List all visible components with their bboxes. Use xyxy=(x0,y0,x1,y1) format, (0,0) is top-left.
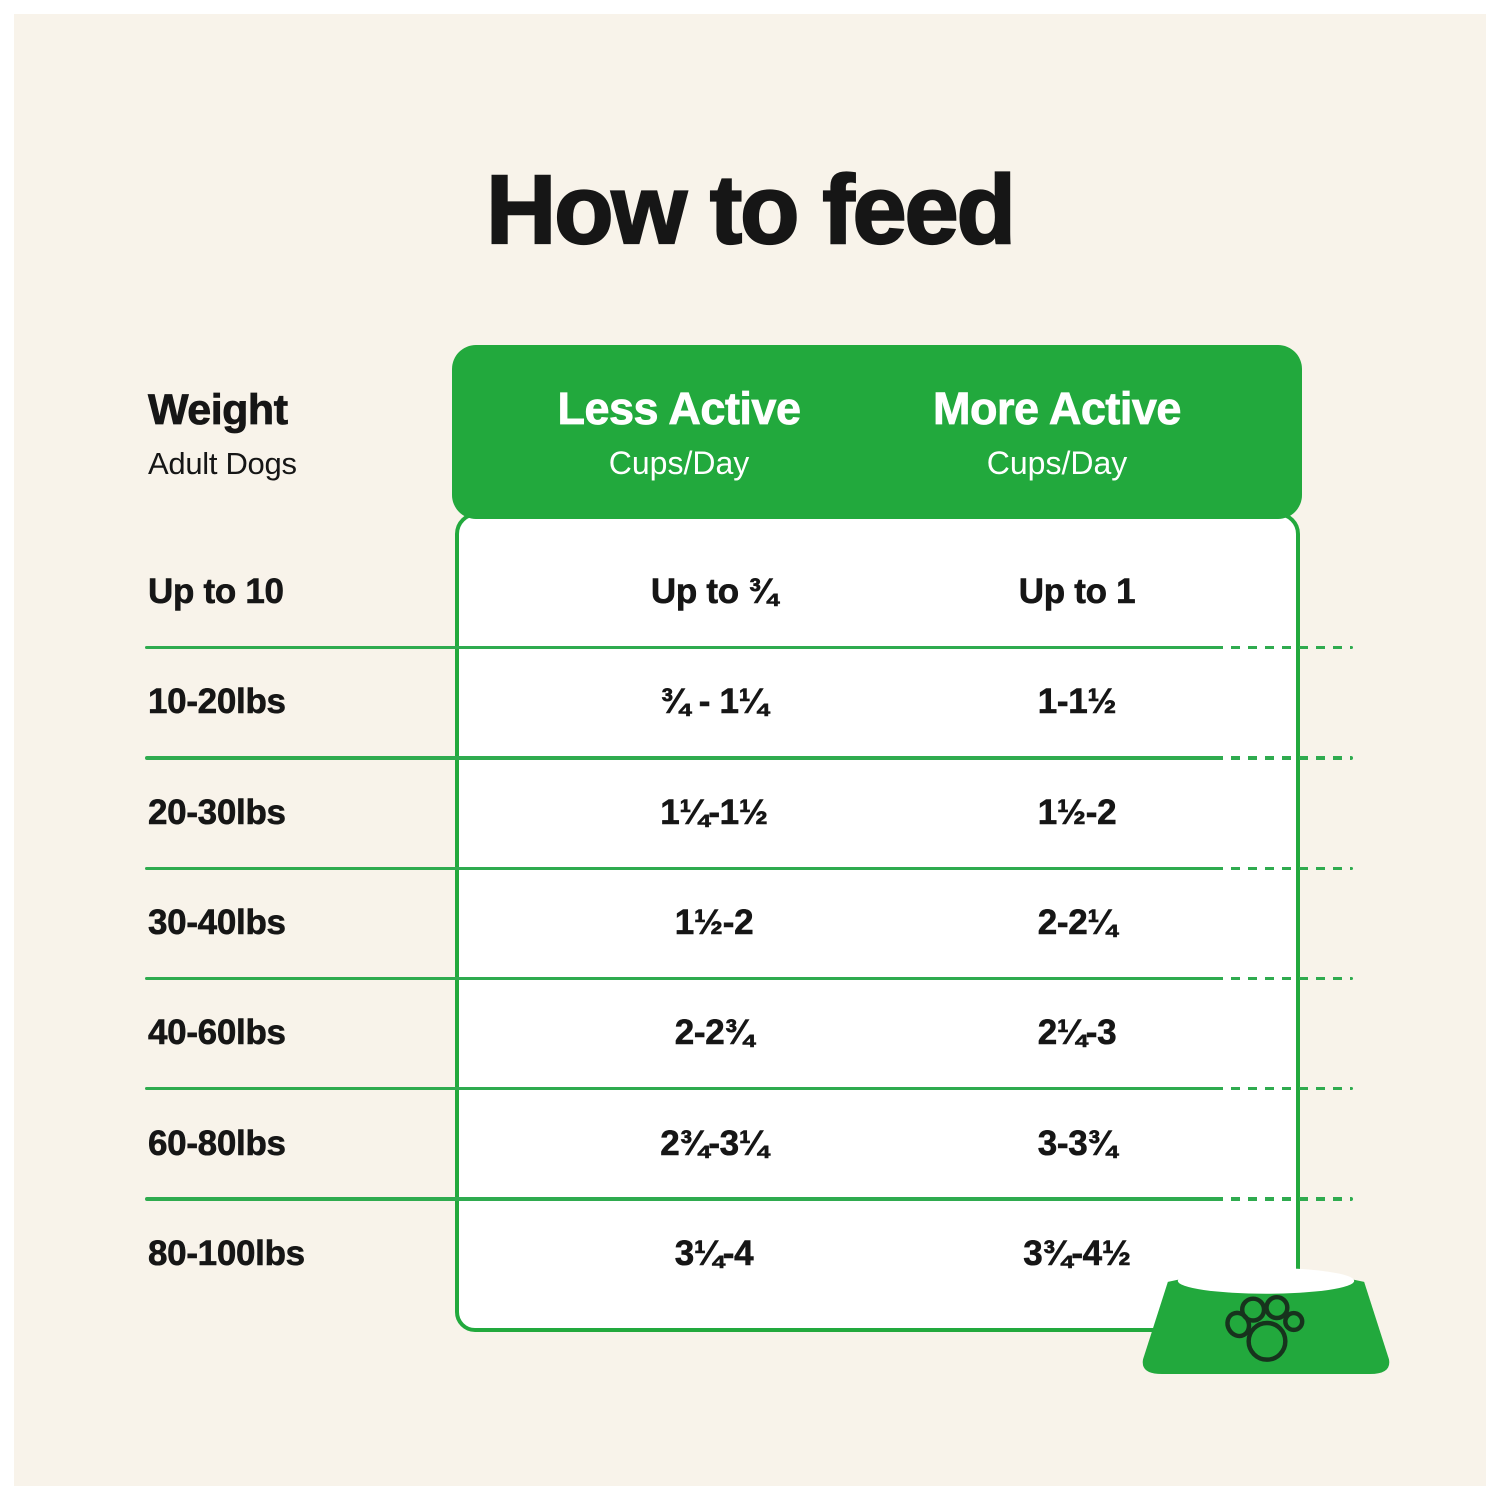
column-header-more-active: More Active Cups/Day xyxy=(906,345,1208,519)
row-divider-line xyxy=(145,1197,1353,1201)
row-divider-line xyxy=(145,1087,1353,1091)
table-row: 40-60lbs 2-2¾ 2¼-3 xyxy=(145,978,1355,1091)
paw-print-icon xyxy=(1225,1294,1305,1362)
less-active-value: ¾ - 1¼ xyxy=(660,682,768,722)
row-divider-line xyxy=(145,976,1353,981)
row-divider-line xyxy=(145,645,1353,650)
less-active-value: 2-2¾ xyxy=(674,1013,754,1053)
table-row: 80-100lbs 3¼-4 3¾-4½ xyxy=(145,1199,1355,1309)
less-active-sublabel: Cups/Day xyxy=(608,444,750,481)
table-row: 60-80lbs 2¾-3¼ 3-3¾ xyxy=(145,1088,1355,1201)
dog-bowl-icon xyxy=(1142,1267,1390,1375)
table-row: 10-20lbs ¾ - 1¼ 1-1½ xyxy=(145,647,1355,760)
weight-range: Up to 10 xyxy=(148,572,285,612)
table-header-banner: Less Active Cups/Day More Active Cups/Da… xyxy=(452,345,1302,519)
table-row: 30-40lbs 1½-2 2-2¼ xyxy=(145,868,1355,981)
less-active-value: 2¾-3¼ xyxy=(660,1123,768,1163)
weight-column-header: Weight Adult Dogs xyxy=(148,386,297,482)
more-active-value: 1-1½ xyxy=(1037,682,1117,722)
weight-header-subtitle: Adult Dogs xyxy=(148,446,297,481)
table-row: Up to 10 Up to ¾ Up to 1 xyxy=(145,537,1355,650)
less-active-value: 1½-2 xyxy=(674,903,754,943)
row-divider-line xyxy=(145,866,1353,870)
more-active-value: 3¾-4½ xyxy=(1023,1233,1131,1274)
feeding-table-rows: Up to 10 Up to ¾ Up to 1 10-20lbs ¾ - 1¼… xyxy=(145,537,1355,1309)
cream-background: How to feed Weight Adult Dogs Less Activ… xyxy=(14,14,1486,1486)
row-divider-line xyxy=(145,756,1353,760)
more-active-value: 2¼-3 xyxy=(1037,1013,1117,1053)
more-active-sublabel: Cups/Day xyxy=(986,444,1128,481)
more-active-value: Up to 1 xyxy=(1018,572,1136,612)
less-active-value: 1¼-1½ xyxy=(660,792,768,832)
more-active-value: 2-2¼ xyxy=(1037,903,1117,943)
weight-range: 60-80lbs xyxy=(148,1123,287,1163)
weight-range: 10-20lbs xyxy=(148,682,287,722)
weight-range: 40-60lbs xyxy=(148,1013,287,1053)
more-active-value: 3-3¾ xyxy=(1037,1123,1117,1163)
weight-range: 30-40lbs xyxy=(148,903,287,943)
weight-header-title: Weight xyxy=(148,386,289,435)
column-header-less-active: Less Active Cups/Day xyxy=(452,345,906,519)
less-active-value: Up to ¾ xyxy=(650,572,778,612)
weight-range: 20-30lbs xyxy=(148,792,287,832)
more-active-value: 1½-2 xyxy=(1037,792,1117,832)
less-active-value: 3¼-4 xyxy=(674,1233,754,1274)
weight-range: 80-100lbs xyxy=(148,1233,306,1274)
less-active-label: Less Active xyxy=(557,382,801,434)
table-row: 20-30lbs 1¼-1½ 1½-2 xyxy=(145,758,1355,870)
more-active-label: More Active xyxy=(933,382,1182,434)
page-title: How to feed xyxy=(485,154,1017,265)
